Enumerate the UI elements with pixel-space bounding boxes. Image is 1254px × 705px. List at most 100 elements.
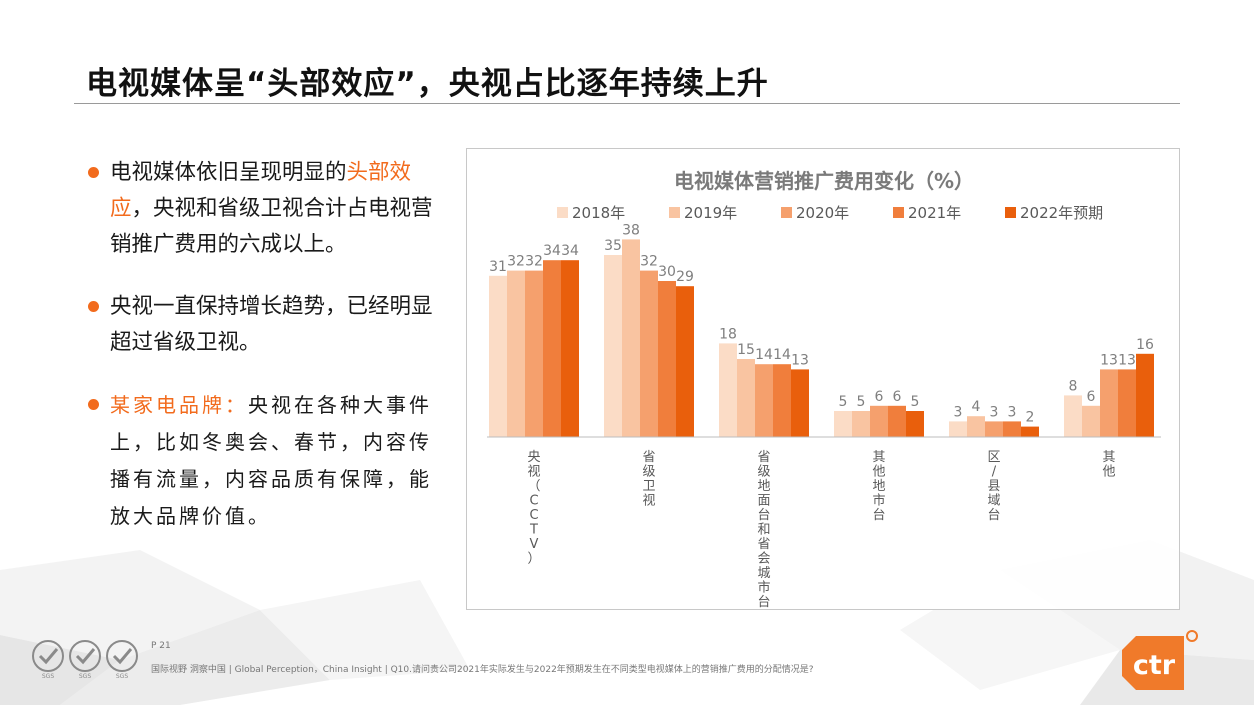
bar xyxy=(834,411,852,437)
bar xyxy=(949,421,967,437)
bullet-dot-icon xyxy=(88,399,99,410)
bar-value-label: 4 xyxy=(972,399,981,415)
bar xyxy=(525,270,543,437)
legend-swatch xyxy=(781,207,792,218)
legend-swatch xyxy=(1005,207,1016,218)
bar xyxy=(791,369,809,437)
bar xyxy=(1003,421,1021,437)
bar xyxy=(489,275,507,437)
category-label: 区/县域台 xyxy=(987,450,1000,523)
bar xyxy=(507,270,525,437)
bar-value-label: 3 xyxy=(1008,404,1017,420)
bar-value-label: 18 xyxy=(719,326,737,342)
cert-label-2: SGS xyxy=(79,673,91,680)
bar xyxy=(870,405,888,437)
bar-value-label: 5 xyxy=(857,394,866,410)
bar-value-label: 8 xyxy=(1069,378,1078,394)
bar-value-label: 13 xyxy=(1100,352,1118,368)
bullet-1-highlight: 头部效应 xyxy=(110,160,412,221)
bar xyxy=(1136,353,1154,437)
ctr-logo: ctr xyxy=(1122,630,1198,690)
category-label: 省级卫视 xyxy=(642,450,655,509)
cert-badge-3 xyxy=(106,640,138,672)
cert-badge-1 xyxy=(32,640,64,672)
bar-value-label: 32 xyxy=(525,254,543,270)
bullet-3-lead: 某家电品牌： xyxy=(110,393,248,417)
legend-swatch xyxy=(557,207,568,218)
category-labels: 央视（ C C T V ） 省级卫视 省级地面台和省会城市台 其他地市台 区/县域台 其他 xyxy=(527,450,1115,610)
bar-value-label: 5 xyxy=(839,394,848,410)
bar xyxy=(1021,426,1039,437)
legend-swatch xyxy=(669,207,680,218)
bar-value-label: 34 xyxy=(543,243,561,259)
category-label: 其他地市台 xyxy=(872,450,885,523)
bar-value-label: 38 xyxy=(622,222,640,238)
page-number: P 21 xyxy=(151,641,171,651)
bullet-1-text-post: ，央视和省级卫视合计占电视营销推广费用的六成以上。 xyxy=(110,196,433,257)
bar-value-label: 6 xyxy=(893,389,902,405)
bar xyxy=(676,286,694,437)
bar-value-label: 6 xyxy=(875,389,884,405)
bar xyxy=(755,364,773,437)
bar-value-label: 16 xyxy=(1136,337,1154,353)
bar xyxy=(967,416,985,437)
legend-label: 2018年 xyxy=(572,204,625,222)
bullet-dot-icon xyxy=(88,301,99,312)
bar-value-label: 31 xyxy=(489,259,507,275)
category-label: 其他 xyxy=(1102,450,1115,480)
bar xyxy=(773,364,791,437)
bar-value-label: 29 xyxy=(676,269,694,285)
bar-value-label: 32 xyxy=(507,254,525,270)
bar-value-label: 2 xyxy=(1026,410,1035,426)
bar xyxy=(1118,369,1136,437)
bullet-cctv-growth: 央视一直保持增长趋势，已经明显超过省级卫视。 xyxy=(86,289,446,361)
title-divider xyxy=(74,103,1180,104)
legend-label: 2022年预期 xyxy=(1020,204,1103,222)
bar xyxy=(658,281,676,437)
bar-value-label: 6 xyxy=(1087,389,1096,405)
bar-value-label: 14 xyxy=(773,347,791,363)
bar xyxy=(719,343,737,437)
bar-value-label: 35 xyxy=(604,238,622,254)
bar-value-label: 32 xyxy=(640,254,658,270)
bar-chart: 电视媒体营销推广费用变化（%） 2018年 2019年 2020年 2021年 2022… xyxy=(487,169,1161,610)
bar-value-label: 3 xyxy=(954,404,963,420)
cert-badge-2 xyxy=(69,640,101,672)
bar xyxy=(640,270,658,437)
bar xyxy=(737,359,755,437)
bar xyxy=(543,260,561,437)
bar-value-label: 13 xyxy=(791,352,809,368)
bar xyxy=(852,411,870,437)
bullet-2-text: 央视一直保持增长趋势，已经明显超过省级卫视。 xyxy=(110,294,433,355)
bar-value-label: 13 xyxy=(1118,352,1136,368)
bar-value-label: 5 xyxy=(911,394,920,410)
category-label: 省级地面台和省会城市台 xyxy=(757,450,770,610)
bullet-1-text-pre: 电视媒体依旧呈现明显的 xyxy=(110,160,347,185)
bar xyxy=(604,255,622,437)
bar xyxy=(1082,405,1100,437)
bar xyxy=(561,260,579,437)
bullet-3-text: 央视在各种大事件上，比如冬奥会、春节，内容传播有流量，内容品质有保障，能放大品牌… xyxy=(110,393,432,528)
bar-value-label: 34 xyxy=(561,243,579,259)
chart-title: 电视媒体营销推广费用变化（%） xyxy=(674,169,974,193)
bar-value-label: 14 xyxy=(755,347,773,363)
legend-label: 2021年 xyxy=(908,204,961,222)
bar-value-label: 30 xyxy=(658,264,676,280)
bar xyxy=(888,405,906,437)
page-title: 电视媒体呈“头部效应”，央视占比逐年持续上升 xyxy=(86,66,769,102)
bar-value-label: 3 xyxy=(990,404,999,420)
bullet-brand-quote: 某家电品牌：央视在各种大事件上，比如冬奥会、春节，内容传播有流量，内容品质有保障… xyxy=(86,387,446,535)
bullet-head-effect: 电视媒体依旧呈现明显的头部效应，央视和省级卫视合计占电视营销推广费用的六成以上。 xyxy=(86,155,446,263)
bar xyxy=(906,411,924,437)
bar xyxy=(1100,369,1118,437)
legend-label: 2020年 xyxy=(796,204,849,222)
bar xyxy=(1064,395,1082,437)
logo-text: ctr xyxy=(1133,650,1176,681)
chart-panel: 电视媒体营销推广费用变化（%） 2018年 2019年 2020年 2021年 2022… xyxy=(466,148,1180,610)
cert-label-3: SGS xyxy=(116,673,128,680)
bullet-list: 电视媒体依旧呈现明显的头部效应，央视和省级卫视合计占电视营销推广费用的六成以上。… xyxy=(86,155,446,535)
bar xyxy=(985,421,1003,437)
bar-value-label: 15 xyxy=(737,342,755,358)
legend-label: 2019年 xyxy=(684,204,737,222)
